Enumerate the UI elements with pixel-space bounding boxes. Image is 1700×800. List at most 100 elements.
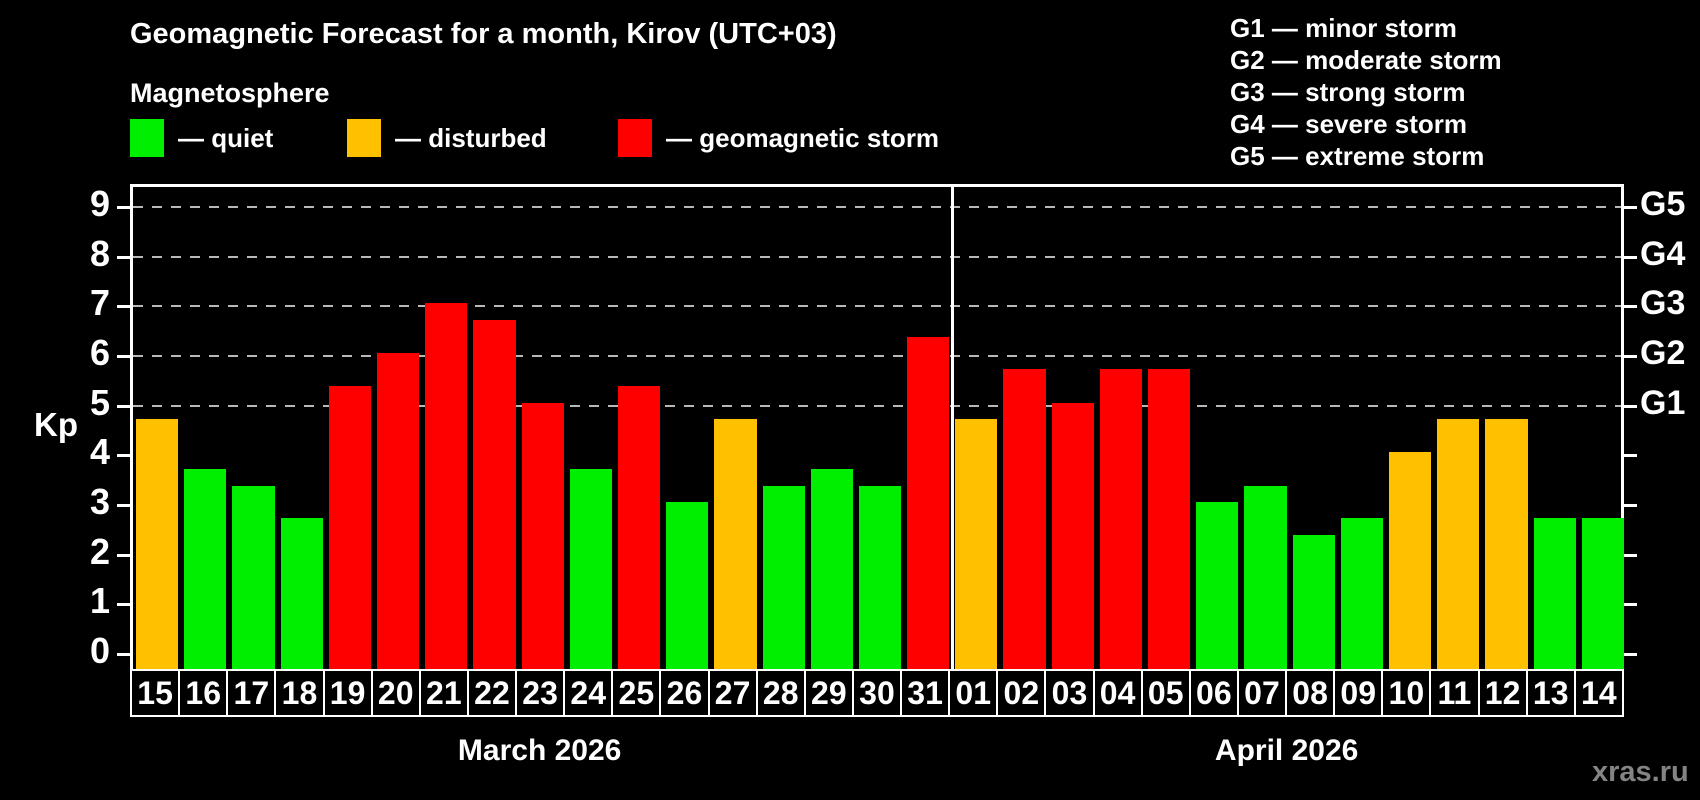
kp-bar [232,485,275,669]
day-label-box: 18 [274,669,325,717]
g-scale-legend: G1 — minor storm G2 — moderate storm G3 — … [1230,12,1502,172]
y-tick-label: 5 [89,381,110,423]
kp-bar [1437,419,1480,669]
kp-bar [1196,502,1239,669]
day-label-box: 10 [1381,669,1432,717]
day-label-box: 05 [1140,669,1191,717]
y-axis-tick [117,603,130,607]
kp-bar [666,502,709,669]
month-label: March 2026 [457,734,622,767]
legend-item-storm: — geomagnetic storm [618,118,939,158]
y-axis-label: Kp [34,406,78,443]
legend-item-label: — quiet [178,122,274,153]
day-label-box: 01 [948,669,999,717]
kp-bar [376,352,420,669]
kp-bar [425,303,468,669]
day-label-box: 04 [1092,669,1143,717]
legend-item-quiet: — quiet [130,118,273,158]
right-axis-tick [1624,255,1637,259]
disturbed-color-swatch-icon [347,119,381,157]
day-label-box: 13 [1525,669,1576,717]
day-label-box: 14 [1573,669,1624,717]
kp-bar [1244,485,1287,669]
day-label-box: 31 [900,669,951,717]
kp-bar [473,319,516,669]
kp-bar [1292,535,1335,669]
g-legend-line-5: G5 — extreme storm [1230,141,1485,171]
y-axis-tick [117,404,130,408]
day-label-box: 08 [1285,669,1336,717]
watermark: xras.ru [1592,756,1689,788]
gridline-kp-9 [133,205,1621,208]
y-axis-tick [117,553,130,557]
g-tick-label: G1 [1640,383,1686,422]
y-axis-tick [117,354,130,358]
month-label: April 2026 [1214,734,1359,767]
kp-bar [762,485,805,669]
kp-bar [1099,369,1143,669]
right-axis-tick [1624,354,1637,358]
right-axis-tick [1624,305,1637,309]
kp-bar [810,468,853,669]
gridline-kp-6 [133,354,1621,357]
kp-bar [136,419,179,669]
day-label-box: 16 [178,669,229,717]
month-separator [950,187,954,669]
g-tick-label: G3 [1640,284,1686,323]
quiet-color-swatch-icon [130,119,164,157]
kp-bar [955,419,998,669]
g-tick-label: G2 [1640,333,1686,372]
y-axis-tick [117,305,130,309]
g-tick-label: G5 [1640,184,1686,223]
day-label-box: 29 [803,669,854,717]
chart-title: Geomagnetic Forecast for a month, Kirov … [130,18,837,50]
day-label-box: 23 [515,669,566,717]
day-label-box: 25 [611,669,662,717]
right-axis-tick [1624,205,1637,209]
g-legend-line-3: G3 — strong storm [1230,77,1466,107]
y-tick-label: 1 [89,580,110,622]
kp-bar [617,386,661,669]
day-label-box: 20 [370,669,421,717]
kp-bar [328,386,371,669]
kp-bar [1003,369,1046,669]
legend-item-disturbed: — disturbed [347,118,547,158]
day-label-box: 30 [851,669,902,717]
y-tick-label: 6 [89,331,110,373]
y-tick-label: 8 [89,232,110,274]
kp-bar [1533,518,1576,669]
kp-bar [1389,452,1432,669]
day-label-box: 28 [755,669,806,717]
kp-bar [858,485,902,669]
day-label-box: 07 [1236,669,1287,717]
right-axis-tick [1624,503,1637,507]
kp-bar [184,468,227,669]
day-label-box: 24 [563,669,614,717]
day-label-box: 22 [466,669,517,717]
kp-bar [1581,518,1624,669]
plot-area [117,184,1637,669]
y-tick-label: 4 [89,431,110,473]
kp-bar [1051,402,1094,669]
y-tick-label: 2 [89,530,110,572]
y-tick-label: 3 [89,480,110,522]
gridline-kp-5 [133,404,1621,407]
kp-bar [714,419,757,669]
legend-item-label: — geomagnetic storm [666,122,940,153]
kp-bar [569,468,612,669]
kp-bar [521,402,564,669]
y-tick-label: 7 [89,282,110,324]
kp-bar [1340,518,1384,669]
day-label-box: 26 [659,669,710,717]
g-legend-line-2: G2 — moderate storm [1230,45,1502,75]
gridline-kp-8 [133,255,1621,258]
day-label-box: 06 [1188,669,1239,717]
day-label-box: 09 [1333,669,1384,717]
right-axis-tick [1624,404,1637,408]
day-label-box: 21 [418,669,469,717]
y-axis-tick [117,255,130,259]
day-label-box: 03 [1044,669,1095,717]
gridline-kp-7 [133,305,1621,308]
day-label-box: 02 [996,669,1047,717]
day-label-box: 11 [1429,669,1480,717]
